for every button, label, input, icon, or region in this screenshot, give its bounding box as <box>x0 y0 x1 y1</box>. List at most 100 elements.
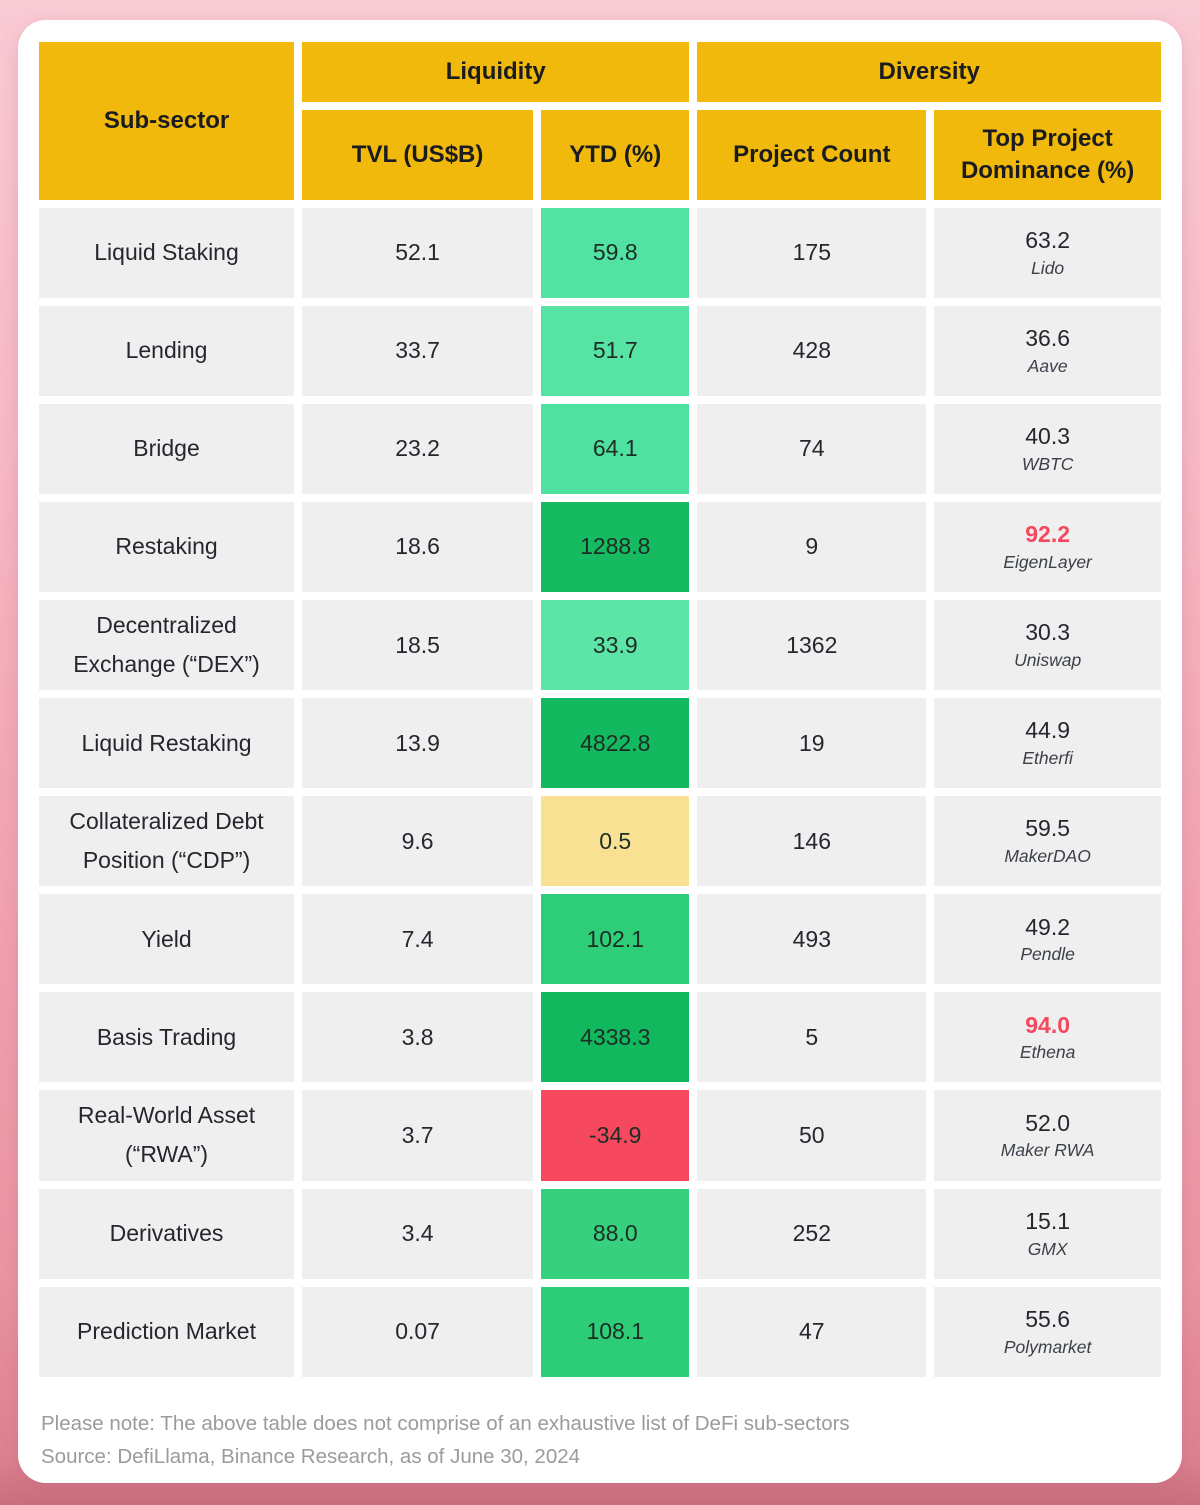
dominance-value: 30.3 <box>1025 619 1070 646</box>
footer-notes: Please note: The above table does not co… <box>41 1407 1163 1475</box>
tvl-cell: 9.6 <box>302 796 534 887</box>
dominance-value: 49.2 <box>1025 913 1070 940</box>
table-row: Bridge 23.2 64.1 74 40.3 WBTC <box>39 404 1161 494</box>
project-count-cell: 1362 <box>697 600 927 691</box>
project-count-cell: 74 <box>697 404 927 494</box>
dominance-cell: 94.0 Ethena <box>934 992 1161 1083</box>
dominance-value: 40.3 <box>1025 423 1070 450</box>
tvl-cell: 18.6 <box>302 502 534 592</box>
table-row: Decentralized Exchange (“DEX”) 18.5 33.9… <box>39 600 1161 691</box>
sub-sector-cell: Decentralized Exchange (“DEX”) <box>39 600 295 691</box>
column-header-tvl: TVL (US$B) <box>302 110 534 200</box>
top-project-name: Aave <box>1027 355 1068 376</box>
ytd-cell: 0.5 <box>541 796 690 887</box>
dominance-value: 63.2 <box>1025 227 1070 254</box>
ytd-cell: 4822.8 <box>541 698 690 789</box>
tvl-cell: 3.8 <box>302 992 534 1083</box>
table-row: Derivatives 3.4 88.0 252 15.1 GMX <box>39 1188 1161 1279</box>
table-row: Yield 7.4 102.1 493 49.2 Pendle <box>39 894 1161 985</box>
ytd-cell: 64.1 <box>541 404 690 494</box>
dominance-cell: 52.0 Maker RWA <box>934 1090 1161 1181</box>
ytd-cell: 102.1 <box>541 894 690 985</box>
tvl-cell: 3.7 <box>302 1090 534 1181</box>
table-row: Collateralized Debt Position (“CDP”) 9.6… <box>39 796 1161 887</box>
column-group-liquidity: Liquidity <box>302 42 690 102</box>
top-project-name: EigenLayer <box>1003 551 1092 572</box>
project-count-cell: 175 <box>697 208 927 298</box>
tvl-cell: 3.4 <box>302 1188 534 1279</box>
project-count-cell: 252 <box>697 1188 927 1279</box>
sub-sector-cell: Liquid Staking <box>39 208 295 298</box>
sub-sector-cell: Lending <box>39 306 295 396</box>
ytd-cell: 108.1 <box>541 1286 690 1377</box>
column-header-ytd: YTD (%) <box>541 110 690 200</box>
tvl-cell: 23.2 <box>302 404 534 494</box>
sub-sector-cell: Collateralized Debt Position (“CDP”) <box>39 796 295 887</box>
table-row: Prediction Market 0.07 108.1 47 55.6 Pol… <box>39 1286 1161 1377</box>
table-row: Liquid Restaking 13.9 4822.8 19 44.9 Eth… <box>39 698 1161 789</box>
project-count-cell: 19 <box>697 698 927 789</box>
table-row: Real-World Asset (“RWA”) 3.7 -34.9 50 52… <box>39 1090 1161 1181</box>
project-count-cell: 493 <box>697 894 927 985</box>
ytd-cell: -34.9 <box>541 1090 690 1181</box>
sub-sector-cell: Derivatives <box>39 1188 295 1279</box>
top-project-name: Maker RWA <box>1000 1140 1095 1161</box>
project-count-cell: 5 <box>697 992 927 1083</box>
dominance-cell: 63.2 Lido <box>934 208 1161 298</box>
top-project-name: Etherfi <box>1022 748 1073 769</box>
dominance-value: 55.6 <box>1025 1305 1070 1332</box>
table-row: Basis Trading 3.8 4338.3 5 94.0 Ethena <box>39 992 1161 1083</box>
sub-sector-cell: Yield <box>39 894 295 985</box>
tvl-cell: 52.1 <box>302 208 534 298</box>
project-count-cell: 146 <box>697 796 927 887</box>
tvl-cell: 18.5 <box>302 600 534 691</box>
ytd-cell: 33.9 <box>541 600 690 691</box>
ytd-cell: 51.7 <box>541 306 690 396</box>
dominance-cell: 44.9 Etherfi <box>934 698 1161 789</box>
tvl-cell: 33.7 <box>302 306 534 396</box>
project-count-cell: 47 <box>697 1286 927 1377</box>
top-project-name: WBTC <box>1021 453 1074 474</box>
sub-sector-cell: Liquid Restaking <box>39 698 295 789</box>
sub-sector-cell: Restaking <box>39 502 295 592</box>
dominance-cell: 49.2 Pendle <box>934 894 1161 985</box>
dominance-cell: 30.3 Uniswap <box>934 600 1161 691</box>
dominance-cell: 40.3 WBTC <box>934 404 1161 494</box>
ytd-cell: 1288.8 <box>541 502 690 592</box>
top-project-name: GMX <box>1027 1238 1068 1259</box>
table-row: Restaking 18.6 1288.8 9 92.2 EigenLayer <box>39 502 1161 592</box>
dominance-cell: 36.6 Aave <box>934 306 1161 396</box>
column-header-top-project-dominance: Top Project Dominance (%) <box>934 110 1161 200</box>
top-project-name: Pendle <box>1020 944 1075 965</box>
project-count-cell: 9 <box>697 502 927 592</box>
ytd-cell: 59.8 <box>541 208 690 298</box>
ytd-cell: 4338.3 <box>541 992 690 1083</box>
top-project-name: MakerDAO <box>1004 846 1091 867</box>
source-text: Source: DefiLlama, Binance Research, as … <box>41 1445 581 1469</box>
dominance-cell: 92.2 EigenLayer <box>934 502 1161 592</box>
dominance-cell: 15.1 GMX <box>934 1188 1161 1279</box>
dominance-cell: 59.5 MakerDAO <box>934 796 1161 887</box>
dominance-value: 52.0 <box>1025 1109 1070 1136</box>
table-card: Sub-sector Liquidity Diversity TVL (US$B… <box>18 20 1182 1483</box>
tvl-cell: 7.4 <box>302 894 534 985</box>
defi-subsector-table: Sub-sector Liquidity Diversity TVL (US$B… <box>31 34 1169 1385</box>
dominance-cell: 55.6 Polymarket <box>934 1286 1161 1377</box>
ytd-cell: 88.0 <box>541 1188 690 1279</box>
dominance-value: 36.6 <box>1025 325 1070 352</box>
sub-sector-cell: Prediction Market <box>39 1286 295 1377</box>
sub-sector-cell: Bridge <box>39 404 295 494</box>
top-project-name: Lido <box>1031 257 1065 278</box>
table-row: Liquid Staking 52.1 59.8 175 63.2 Lido <box>39 208 1161 298</box>
dominance-value: 92.2 <box>1025 521 1070 548</box>
column-header-project-count: Project Count <box>697 110 927 200</box>
top-project-name: Ethena <box>1019 1042 1076 1063</box>
dominance-value: 44.9 <box>1025 717 1070 744</box>
sub-sector-cell: Basis Trading <box>39 992 295 1083</box>
top-project-name: Uniswap <box>1014 650 1082 671</box>
sub-sector-cell: Real-World Asset (“RWA”) <box>39 1090 295 1181</box>
project-count-cell: 428 <box>697 306 927 396</box>
top-project-name: Polymarket <box>1003 1336 1092 1357</box>
project-count-cell: 50 <box>697 1090 927 1181</box>
note-text: Please note: The above table does not co… <box>41 1411 850 1435</box>
